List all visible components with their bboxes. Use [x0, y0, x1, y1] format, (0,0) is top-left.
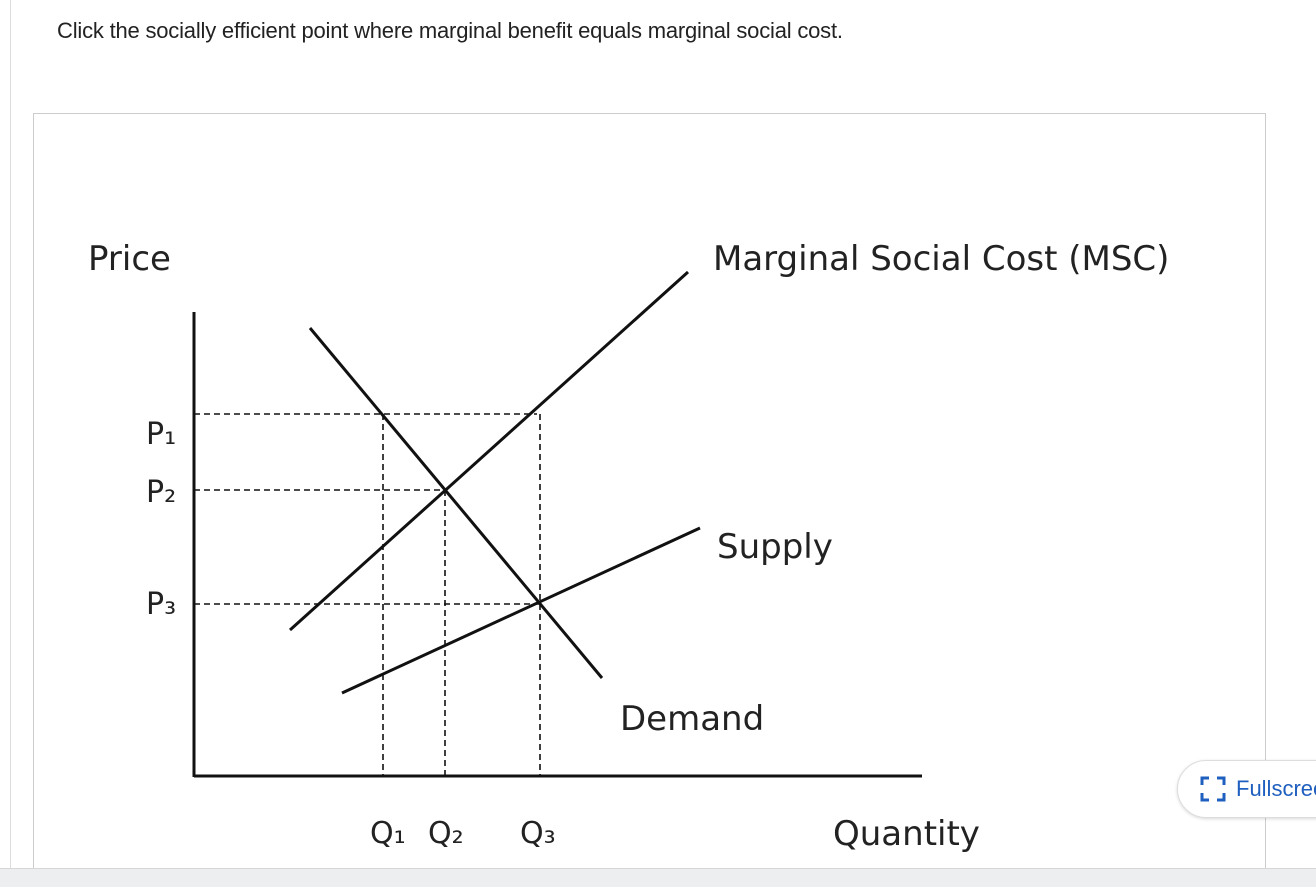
quantity-label: Q₂: [428, 816, 464, 851]
diagram[interactable]: Price Marginal Social Cost (MSC) Supply …: [0, 0, 1316, 868]
msc-curve: [288, 270, 690, 632]
question-text: Click the socially efficient point where…: [57, 18, 843, 43]
price-label: P₁: [146, 417, 176, 452]
fullscreen-button[interactable]: Fullscreen: [1177, 760, 1316, 818]
fullscreen-icon: [1200, 776, 1226, 802]
price-label: P₂: [146, 475, 176, 510]
quantity-label: Q₁: [370, 816, 406, 851]
curve-label: Supply: [717, 527, 833, 567]
intersection-point[interactable]: [369, 400, 397, 428]
fullscreen-label: Fullscreen: [1236, 776, 1316, 801]
intersection-point[interactable]: [526, 590, 554, 618]
demand-curve: [308, 327, 604, 679]
x-axis-label: Quantity: [833, 814, 980, 854]
footer-bar: [0, 868, 1316, 887]
supply-curve: [341, 526, 701, 695]
intersection-point[interactable]: [431, 476, 459, 504]
price-label: P₃: [146, 587, 176, 622]
quantity-label: Q₃: [520, 816, 556, 851]
y-axis-label: Price: [88, 239, 171, 279]
curve-label: Marginal Social Cost (MSC): [713, 239, 1169, 279]
content-frame: [10, 0, 1316, 868]
curve-label: Demand: [620, 699, 764, 739]
